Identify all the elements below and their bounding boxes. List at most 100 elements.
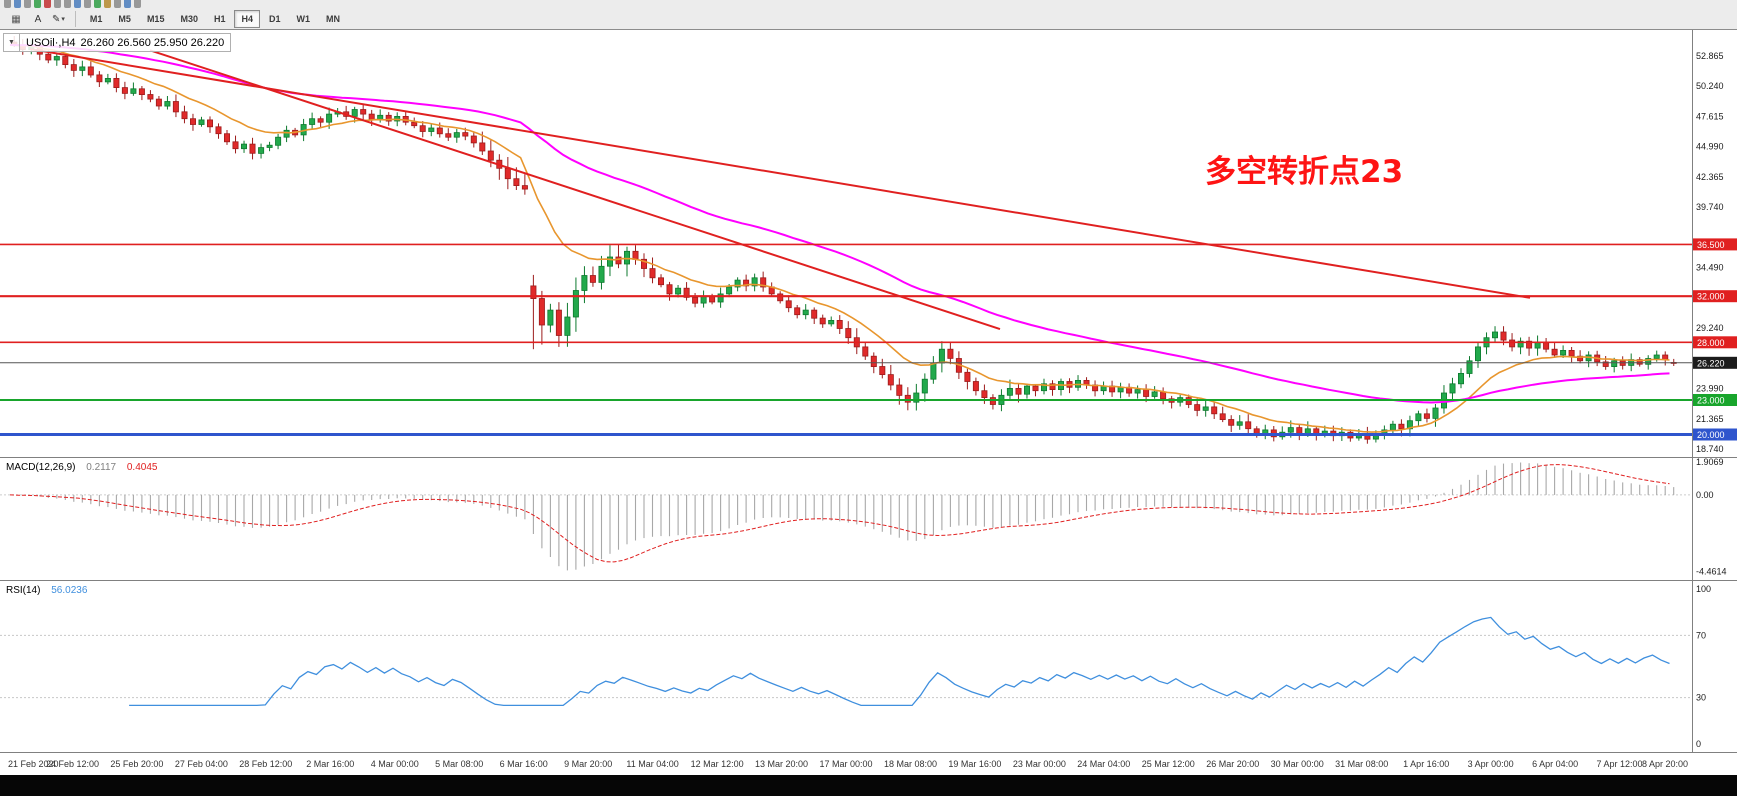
time-axis-label: 30 Mar 00:00	[1271, 759, 1324, 769]
rsi-name: RSI(14)	[6, 585, 41, 596]
price-badge-23.000	[1693, 394, 1737, 406]
timeframe-button-mn[interactable]: MN	[319, 10, 347, 28]
price-axis-label: 44.990	[1696, 142, 1724, 152]
time-axis-label: 28 Feb 12:00	[239, 759, 292, 769]
time-axis-label: 9 Mar 20:00	[564, 759, 612, 769]
toolbar-icon[interactable]	[44, 0, 51, 8]
price-badge-label: 20.000	[1697, 430, 1725, 440]
timeframe-button-h1[interactable]: H1	[207, 10, 233, 28]
time-axis-label: 11 Mar 04:00	[626, 759, 678, 769]
time-axis-label: 8 Apr 20:00	[1642, 759, 1688, 769]
macd-axis-label: -4.4614	[1696, 567, 1727, 577]
toolbar-icon[interactable]	[54, 0, 61, 8]
timeframe-button-m15[interactable]: M15	[140, 10, 172, 28]
time-axis-label: 7 Apr 12:00	[1596, 759, 1642, 769]
macd-main-value: 0.2117	[86, 462, 117, 473]
price-badge-label: 36.500	[1697, 240, 1725, 250]
price-badge-label: 23.000	[1697, 396, 1725, 406]
text-tool-button[interactable]: A	[28, 10, 48, 28]
time-axis-label: 4 Mar 00:00	[371, 759, 419, 769]
time-axis-label: 21 Feb 2020	[8, 759, 59, 769]
rsi-axis-label: 30	[1696, 693, 1706, 703]
time-axis-label: 27 Feb 04:00	[175, 759, 228, 769]
time-axis-label: 31 Mar 08:00	[1335, 759, 1388, 769]
toolbar-icon[interactable]	[84, 0, 91, 8]
price-badge-label: 26.220	[1697, 358, 1725, 368]
macd-indicator-label: MACD(12,26,9) 0.2117 0.4045	[6, 462, 165, 473]
price-axis-label: 39.740	[1696, 202, 1724, 212]
timeframe-button-d1[interactable]: D1	[262, 10, 288, 28]
price-badge-label: 32.000	[1697, 292, 1725, 302]
window-menu-icon[interactable]: ▦	[11, 13, 21, 25]
price-axis-label: 50.240	[1696, 81, 1724, 91]
price-badge-label: 28.000	[1697, 338, 1725, 348]
toolbar-separator	[74, 11, 76, 27]
price-axis-scale[interactable]: 52.865 50.240 47.615 44.990 42.365 39.740 34.4…	[1696, 51, 1724, 454]
time-axis-label: 23 Mar 00:00	[1013, 759, 1066, 769]
price-axis-label: 29.240	[1696, 323, 1724, 333]
macd-histogram	[22, 462, 1675, 571]
price-chart[interactable]: 52.865 50.240 47.615 44.990 42.365 39.740 34.4…	[0, 30, 1737, 775]
toolbar-icon[interactable]	[104, 0, 111, 8]
toolbar: ▦ A ✎ ▾ M1 M5 M15 M30 H1 H4 D1 W1 MN	[0, 0, 1737, 30]
time-axis-label: 13 Mar 20:00	[755, 759, 808, 769]
macd-axis-label: 1.9069	[1696, 457, 1724, 467]
chart-canvas[interactable]: 52.865 50.240 47.615 44.990 42.365 39.740 34.4…	[0, 30, 1737, 775]
toolbar-icon[interactable]	[114, 0, 121, 8]
rsi-axis-label: 70	[1696, 630, 1706, 640]
toolbar-icon[interactable]	[94, 0, 101, 8]
chevron-down-icon: ▾	[61, 16, 65, 23]
time-axis-label: 24 Mar 04:00	[1077, 759, 1130, 769]
ma-fast-line	[9, 44, 1670, 433]
one-click-trading-arrow[interactable]: ▼	[4, 34, 20, 51]
time-axis-label: 25 Feb 20:00	[110, 759, 163, 769]
price-badge-26.220	[1693, 356, 1737, 369]
symbol-info-box[interactable]: ▼ USOil·,H4 26.260 26.560 25.950 26.220	[3, 33, 232, 52]
price-axis-label: 34.490	[1696, 263, 1724, 273]
toolbar-icon[interactable]	[64, 0, 71, 8]
price-axis-label: 42.365	[1696, 172, 1724, 182]
time-axis-label: 1 Apr 16:00	[1403, 759, 1449, 769]
price-axis-label: 18.740	[1696, 444, 1724, 454]
rsi-line	[129, 616, 1670, 707]
rsi-indicator-label: RSI(14) 56.0236	[6, 585, 95, 596]
time-axis-label: 25 Mar 12:00	[1142, 759, 1195, 769]
rsi-value: 56.0236	[51, 585, 88, 596]
timeframe-toolbar: M1 M5 M15 M30 H1 H4 D1 W1 MN	[82, 10, 348, 28]
rsi-axis-label: 100	[1696, 584, 1711, 594]
price-axis-label: 52.865	[1696, 51, 1724, 61]
time-axis-label: 5 Mar 08:00	[435, 759, 483, 769]
descending-trendline-inner[interactable]	[149, 49, 1001, 331]
toolbar-icon[interactable]	[4, 0, 11, 8]
timeframe-button-m5[interactable]: M5	[111, 10, 138, 28]
price-badge-20.000	[1693, 428, 1737, 441]
price-badge-28.000	[1693, 336, 1737, 349]
rsi-axis-label: 0	[1696, 739, 1701, 749]
macd-name: MACD(12,26,9)	[6, 462, 76, 473]
toolbar-icon[interactable]	[134, 0, 141, 8]
timeframe-button-w1[interactable]: W1	[290, 10, 318, 28]
toolbar-icon[interactable]	[24, 0, 31, 8]
timeframe-button-m1[interactable]: M1	[83, 10, 110, 28]
toolbar-icon[interactable]	[124, 0, 131, 8]
descending-trendline-outer[interactable]	[29, 48, 1531, 299]
timeframe-button-h4[interactable]: H4	[234, 10, 260, 28]
time-axis-label: 6 Mar 16:00	[500, 759, 548, 769]
price-axis-label: 23.990	[1696, 384, 1724, 394]
time-axis-label: 3 Apr 00:00	[1468, 759, 1514, 769]
toolbar-icon[interactable]	[34, 0, 41, 8]
pencil-icon: ✎	[52, 13, 61, 25]
time-axis-label: 6 Apr 04:00	[1532, 759, 1578, 769]
symbol-period-label: USOil·,H4	[26, 36, 76, 49]
time-axis-label: 24 Feb 12:00	[46, 759, 99, 769]
toolbar-icon[interactable]	[74, 0, 81, 8]
draw-tools-button[interactable]: ✎ ▾	[48, 10, 69, 28]
price-axis-label: 47.615	[1696, 111, 1724, 121]
macd-axis-label: 0.00	[1696, 490, 1714, 500]
toolbar-icon[interactable]	[14, 0, 21, 8]
price-axis-label: 21.365	[1696, 414, 1724, 424]
timeframe-button-m30[interactable]: M30	[173, 10, 205, 28]
price-badge-32.000	[1693, 290, 1737, 303]
ohlc-values: 26.260 26.560 25.950 26.220	[80, 36, 225, 49]
